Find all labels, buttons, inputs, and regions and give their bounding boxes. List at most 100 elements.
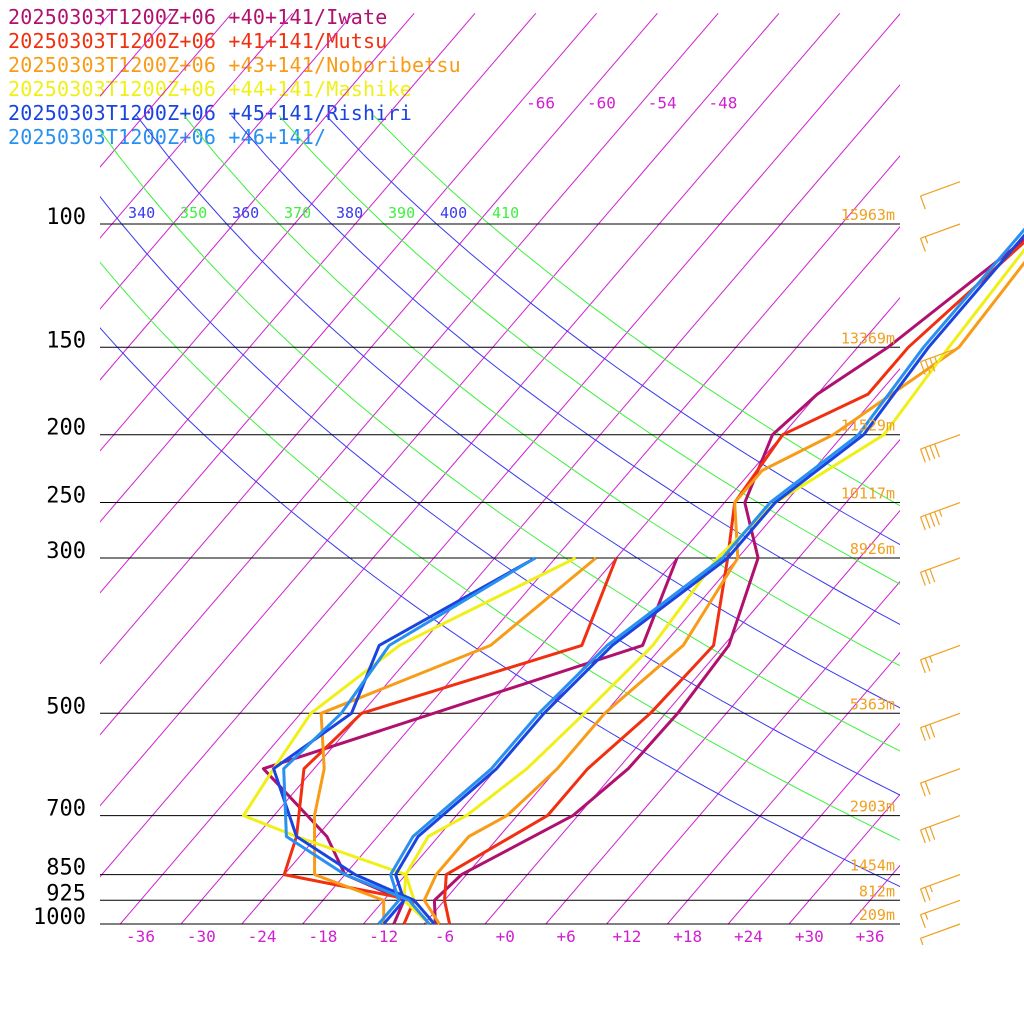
x-tick-label: -36 [126, 927, 155, 946]
theta-label: 360 [232, 204, 259, 222]
wind-barb-flag [929, 656, 933, 664]
isotherm-line [119, 13, 900, 924]
x-tick-label: -30 [187, 927, 216, 946]
wind-barb-flag [938, 509, 943, 517]
dry-adiabat-line [278, 115, 900, 585]
x-tick-label: -12 [369, 927, 398, 946]
pressure-label: 300 [46, 539, 86, 564]
isotherm-label: -54 [648, 93, 677, 112]
legend-entry: 20250303T1200Z+06 +40+141/Iwate [8, 5, 388, 29]
wind-barb-staff [920, 644, 961, 661]
height-label: 10117m [841, 485, 895, 503]
wind-barb-flag [919, 659, 926, 674]
wind-barb-flag [929, 445, 936, 460]
wind-barb-flag [924, 887, 931, 901]
isotherm-label: -48 [709, 93, 738, 112]
wind-barb-staff [920, 923, 961, 939]
wind-barb-staff [920, 815, 961, 831]
wind-barb-flag [929, 826, 936, 840]
wind-barb-staff [920, 768, 961, 784]
wind-barb-flag [929, 568, 936, 583]
isotherm-line [100, 12, 476, 452]
wind-barb-flag [919, 361, 926, 375]
sounding-profiles [242, 227, 1024, 926]
wind-barb-flag [919, 782, 926, 797]
dewpoint-line [282, 557, 618, 925]
isotherm-line [100, 12, 841, 878]
dry-adiabat-line [100, 261, 900, 841]
dry-adiabat-line [100, 327, 900, 888]
wind-barb-flag [919, 727, 926, 742]
pressure-label: 850 [46, 856, 86, 881]
isotherm-line [100, 12, 354, 310]
wind-barb-flag [934, 443, 940, 458]
wind-barb-staff [920, 501, 961, 518]
height-label: 1454m [850, 857, 895, 875]
wind-barb-flag [924, 657, 931, 672]
wind-barb-staff [920, 557, 961, 573]
isotherm-line [484, 438, 900, 924]
isotherm-line [849, 864, 900, 924]
wind-barb-staff [920, 899, 961, 916]
isotherm-line [100, 12, 537, 523]
wind-barb-flag [919, 888, 926, 903]
height-label: 13369m [841, 329, 895, 347]
temperature-line [382, 233, 1024, 925]
wind-barb-flag [924, 236, 929, 244]
height-label: 209m [859, 906, 895, 924]
legend-entry: 20250303T1200Z+06 +46+141/ [8, 125, 327, 149]
isotherm-line [100, 12, 658, 665]
height-label: 812m [859, 882, 895, 900]
wind-barb-flag [919, 572, 926, 586]
height-label: 11529m [841, 417, 895, 435]
theta-label: 390 [388, 204, 415, 222]
wind-barb-flag [929, 724, 936, 738]
temperature-line [377, 227, 1024, 925]
legend-entry: 20250303T1200Z+06 +44+141/Mashike [8, 77, 412, 101]
theta-label: 370 [284, 204, 311, 222]
legend-entry: 20250303T1200Z+06 +41+141/Mutsu [8, 29, 388, 53]
isotherm-line [667, 651, 900, 924]
x-tick-label: +30 [795, 927, 824, 946]
isotherm-line [0, 13, 49, 924]
wind-barb-flag [919, 516, 926, 531]
isotherm-line [971, 13, 1024, 924]
theta-label: 340 [128, 204, 155, 222]
dry-adiabat-line [231, 115, 900, 626]
pressure-label: 250 [46, 484, 86, 509]
x-tick-label: -18 [308, 927, 337, 946]
wind-barb-flag [929, 513, 936, 527]
pressure-label: 925 [46, 881, 86, 906]
wind-barb-flag [919, 914, 926, 929]
legend-entry: 20250303T1200Z+06 +43+141/Noboribetsu [8, 53, 461, 77]
wind-barb-flag [934, 511, 940, 526]
theta-label: 380 [336, 204, 363, 222]
isotherm-grid [0, 12, 1024, 924]
pressure-label: 700 [46, 797, 86, 822]
theta-label: 350 [180, 204, 207, 222]
isotherm-line [100, 12, 719, 736]
wind-barb-staff [920, 874, 961, 890]
temperature-line [432, 238, 1024, 925]
x-tick-label: -24 [248, 927, 277, 946]
isotherm-line [302, 226, 900, 924]
pressure-label: 100 [46, 205, 86, 230]
wind-barb-flag [929, 358, 936, 372]
isotherm-line [241, 155, 900, 924]
legend-entry: 20250303T1200Z+06 +45+141/Rishiri [8, 101, 412, 125]
axis-labels: 100 15963m 150 13369m 200 11529m 250 10117m 300 8… [33, 93, 895, 946]
isobar-grid [100, 223, 900, 925]
isotherm-line [788, 793, 900, 924]
isotherm-label: -66 [526, 93, 555, 112]
wind-barb-flag [919, 195, 926, 210]
height-label: 2903m [850, 798, 895, 816]
theta-label: 400 [440, 204, 467, 222]
x-tick-label: +12 [612, 927, 641, 946]
dewpoint-line [313, 556, 597, 924]
isotherm-line [100, 12, 415, 381]
isotherm-line [100, 12, 293, 239]
pressure-label: 200 [46, 416, 86, 441]
height-label: 5363m [850, 695, 895, 713]
x-tick-label: +36 [856, 927, 885, 946]
